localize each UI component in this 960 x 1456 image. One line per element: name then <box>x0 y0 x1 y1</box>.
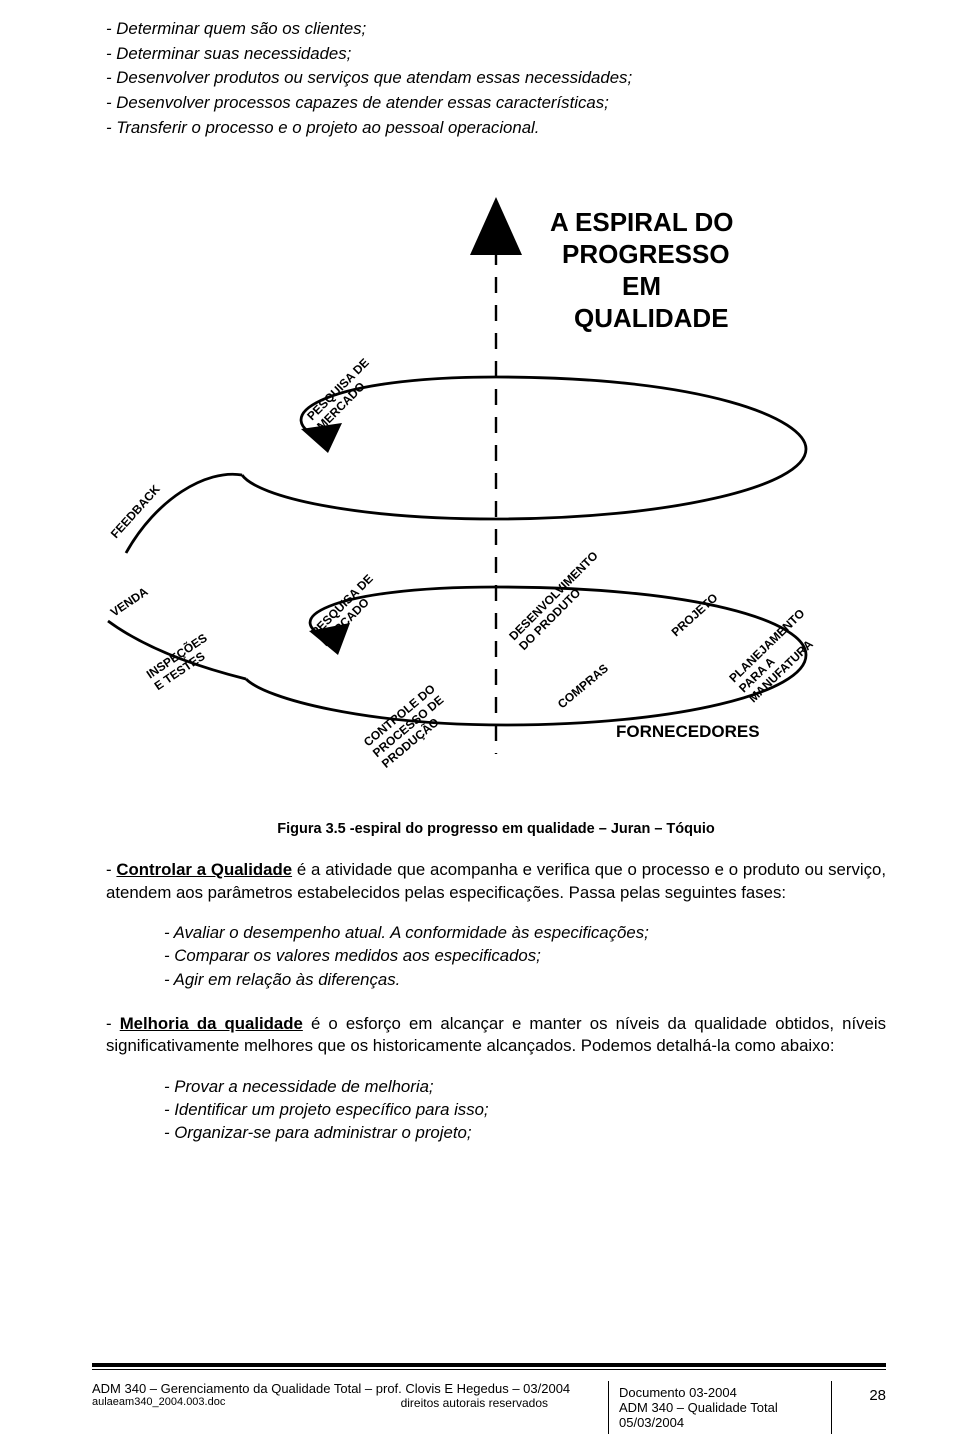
label-compras: COMPRAS <box>555 662 611 712</box>
list-item: - Avaliar o desempenho atual. A conformi… <box>164 922 886 944</box>
sub-list-1: - Avaliar o desempenho atual. A conformi… <box>164 922 886 991</box>
top-bullet-list: - Determinar quem são os clientes; - Det… <box>106 18 886 139</box>
footer-left-line2b: direitos autorais reservados <box>401 1396 608 1410</box>
list-item: - Organizar-se para administrar o projet… <box>164 1122 886 1144</box>
spiral-diagram: A ESPIRAL DO PROGRESSO EM QUALIDADE PESQ… <box>106 169 886 809</box>
diagram-title-line: EM <box>622 271 661 301</box>
para-underline: Melhoria da qualidade <box>120 1014 303 1033</box>
list-item: - Comparar os valores medidos aos especi… <box>164 945 886 967</box>
page-footer: ADM 340 – Gerenciamento da Qualidade Tot… <box>92 1381 886 1434</box>
footer-mid-line: ADM 340 – Qualidade Total <box>619 1400 821 1415</box>
footer-mid-line: 05/03/2004 <box>619 1415 821 1430</box>
label-venda: VENDA <box>108 585 151 620</box>
diagram-title-line: A ESPIRAL DO <box>550 207 733 237</box>
paragraph-controlar: - Controlar a Qualidade é a atividade qu… <box>106 859 886 904</box>
para-lead: - <box>106 1014 120 1033</box>
footer-rule <box>92 1363 886 1370</box>
diagram-title-line: QUALIDADE <box>574 303 729 333</box>
list-item: - Desenvolver produtos ou serviços que a… <box>106 67 886 90</box>
footer-mid-line: Documento 03-2004 <box>619 1385 821 1400</box>
diagram-title-line: PROGRESSO <box>562 239 730 269</box>
paragraph-melhoria: - Melhoria da qualidade é o esforço em a… <box>106 1013 886 1058</box>
list-item: - Provar a necessidade de melhoria; <box>164 1076 886 1098</box>
list-item: - Transferir o processo e o projeto ao p… <box>106 117 886 140</box>
footer-left: ADM 340 – Gerenciamento da Qualidade Tot… <box>92 1381 608 1410</box>
list-item: - Determinar quem são os clientes; <box>106 18 886 41</box>
para-underline: Controlar a Qualidade <box>116 860 292 879</box>
list-item: - Desenvolver processos capazes de atend… <box>106 92 886 115</box>
footer-page-number: 28 <box>842 1381 886 1404</box>
label-fornecedores: FORNECEDORES <box>616 722 760 741</box>
label-feedback: FEEDBACK <box>108 482 163 541</box>
list-item: - Agir em relação às diferenças. <box>164 969 886 991</box>
footer-left-line1: ADM 340 – Gerenciamento da Qualidade Tot… <box>92 1381 608 1396</box>
list-item: - Identificar um projeto específico para… <box>164 1099 886 1121</box>
footer-middle: Documento 03-2004 ADM 340 – Qualidade To… <box>608 1381 832 1434</box>
label-desenvolvimento: DESENVOLVIMENTO <box>506 549 600 643</box>
footer-left-line2a: aulaeam340_2004.003.doc <box>92 1396 225 1410</box>
figure-caption: Figura 3.5 -espiral do progresso em qual… <box>106 821 886 837</box>
list-item: - Determinar suas necessidades; <box>106 43 886 66</box>
para-lead: - <box>106 860 116 879</box>
sub-list-2: - Provar a necessidade de melhoria; - Id… <box>164 1076 886 1145</box>
